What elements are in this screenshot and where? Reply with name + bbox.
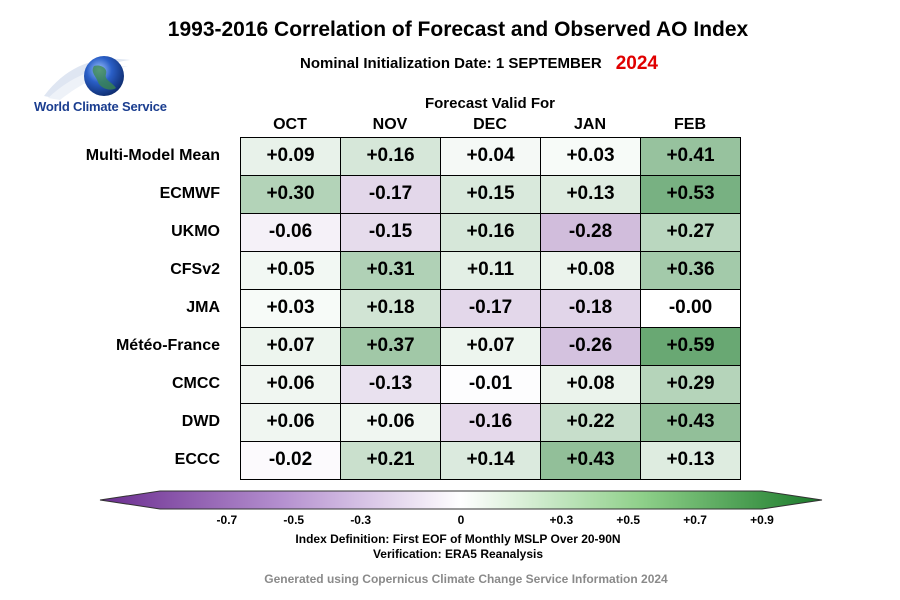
row-label: Météo-France [115, 337, 220, 354]
row-label: DWD [181, 413, 220, 430]
row-label: CMCC [172, 375, 220, 392]
column-header-jan: JAN [573, 116, 606, 133]
heatmap-cell: +0.18 [340, 289, 441, 328]
heatmap-cell: +0.03 [540, 137, 641, 176]
heatmap-cell: +0.36 [640, 251, 741, 290]
heatmap-cell: -0.17 [340, 175, 441, 214]
row-label: UKMO [171, 223, 220, 240]
credit-note: Generated using Copernicus Climate Chang… [264, 572, 668, 586]
row-label: JMA [186, 299, 220, 316]
heatmap-cell: -0.15 [340, 213, 441, 252]
heatmap-cell: +0.30 [240, 175, 341, 214]
logo-text: World Climate Service [34, 99, 167, 114]
heatmap-cell: +0.09 [240, 137, 341, 176]
column-header-feb: FEB [674, 116, 706, 133]
heatmap-cell: -0.06 [240, 213, 341, 252]
colorbar-tick-label: +0.5 [616, 513, 641, 527]
heatmap-cell: +0.43 [640, 403, 741, 442]
heatmap-cell: +0.53 [640, 175, 741, 214]
correlation-heatmap: +0.09 +0.16 +0.04 +0.03 +0.41 +0.30 -0.17 +0.15… [240, 137, 741, 480]
heatmap-cell: -0.00 [640, 289, 741, 328]
heatmap-cell: +0.06 [240, 403, 341, 442]
heatmap-cell: +0.16 [340, 137, 441, 176]
colorbar-tick-label: -0.3 [350, 513, 371, 527]
heatmap-cell: +0.37 [340, 327, 441, 366]
heatmap-cell: +0.22 [540, 403, 641, 442]
heatmap-cell: -0.02 [240, 441, 341, 480]
heatmap-cell: +0.08 [540, 251, 641, 290]
heatmap-cell: -0.01 [440, 365, 541, 404]
chart-title: 1993-2016 Correlation of Forecast and Ob… [167, 18, 749, 41]
year-label: 2024 [615, 53, 658, 74]
colorbar-tick-label: -0.5 [283, 513, 305, 527]
row-label: ECMWF [159, 185, 220, 202]
column-header-oct: OCT [273, 116, 307, 133]
heatmap-cell: +0.04 [440, 137, 541, 176]
column-header-dec: DEC [473, 116, 507, 133]
heatmap-cell: +0.41 [640, 137, 741, 176]
heatmap-cell: +0.06 [240, 365, 341, 404]
heatmap-cell: +0.15 [440, 175, 541, 214]
colorbar-tick-label: +0.9 [750, 513, 774, 527]
heatmap-cell: +0.07 [440, 327, 541, 366]
heatmap-cell: +0.13 [640, 441, 741, 480]
chart-subtitle: Nominal Initialization Date: 1 SEPTEMBER… [300, 52, 658, 74]
forecast-valid-header: Forecast Valid For [424, 95, 556, 112]
heatmap-cell: -0.16 [440, 403, 541, 442]
heatmap-cell: -0.28 [540, 213, 641, 252]
heatmap-cell: +0.27 [640, 213, 741, 252]
heatmap-cell: +0.43 [540, 441, 641, 480]
heatmap-cell: +0.13 [540, 175, 641, 214]
heatmap-cell: -0.18 [540, 289, 641, 328]
subtitle-text: Nominal Initialization Date: 1 SEPTEMBER [300, 55, 602, 72]
colorbar-tick-label: +0.7 [683, 513, 707, 527]
row-label: Multi-Model Mean [85, 147, 220, 164]
heatmap-cell: -0.26 [540, 327, 641, 366]
colorbar-tick-label: -0.7 [216, 513, 238, 527]
heatmap-cell: +0.31 [340, 251, 441, 290]
world-climate-service-logo [44, 56, 130, 100]
heatmap-cell: +0.08 [540, 365, 641, 404]
heatmap-cell: +0.29 [640, 365, 741, 404]
heatmap-cell: -0.17 [440, 289, 541, 328]
heatmap-cell: +0.59 [640, 327, 741, 366]
heatmap-cell: +0.06 [340, 403, 441, 442]
row-label: CFSv2 [170, 261, 220, 278]
heatmap-cell: +0.21 [340, 441, 441, 480]
colorbar-tick-label: 0 [457, 513, 465, 527]
heatmap-cell: +0.07 [240, 327, 341, 366]
row-label: ECCC [174, 451, 220, 468]
index-definition-note: Index Definition: First EOF of Monthly M… [295, 532, 621, 546]
heatmap-cell: +0.05 [240, 251, 341, 290]
colorbar-gradient [99, 490, 823, 510]
heatmap-cell: +0.14 [440, 441, 541, 480]
heatmap-cell: -0.13 [340, 365, 441, 404]
column-header-nov: NOV [372, 116, 408, 133]
verification-note: Verification: ERA5 Reanalysis [372, 547, 544, 561]
heatmap-cell: +0.11 [440, 251, 541, 290]
heatmap-cell: +0.03 [240, 289, 341, 328]
colorbar [99, 490, 823, 510]
heatmap-cell: +0.16 [440, 213, 541, 252]
colorbar-tick-label: +0.3 [549, 513, 574, 527]
